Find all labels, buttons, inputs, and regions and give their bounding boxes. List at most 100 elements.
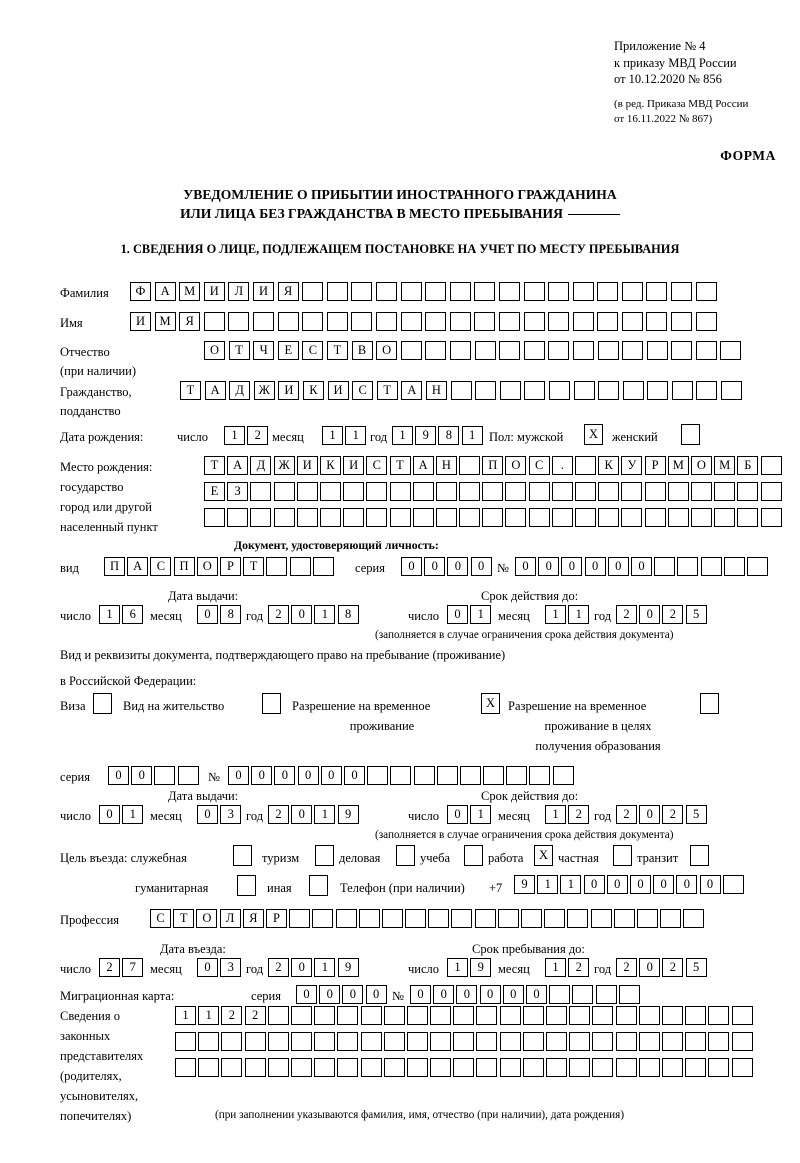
citizenship-cell-16[interactable] bbox=[548, 381, 570, 400]
permit-number-cell-8[interactable] bbox=[390, 766, 412, 785]
name-cell-12[interactable] bbox=[400, 312, 422, 331]
doc-kind-cell-6[interactable]: Р bbox=[219, 557, 241, 576]
profession-cell-22[interactable] bbox=[636, 909, 658, 928]
name-cell-1[interactable]: И bbox=[130, 312, 151, 331]
legal-rep-2-cell-13[interactable] bbox=[453, 1032, 475, 1051]
birth-place-3-cell-1[interactable] bbox=[204, 508, 225, 527]
legal-rep-1-cell-25[interactable] bbox=[731, 1006, 753, 1025]
permit-valid-day-cell-1[interactable]: 0 bbox=[447, 805, 468, 824]
patronymic-cell-2[interactable]: Т bbox=[228, 341, 250, 360]
legal-rep-3-cell-24[interactable] bbox=[708, 1058, 730, 1077]
purpose-tourism-checkbox[interactable] bbox=[315, 845, 334, 866]
entry-year-cell-2[interactable]: 0 bbox=[291, 958, 313, 977]
birth-place-1-cell-2[interactable]: А bbox=[227, 456, 249, 475]
legal-rep-3-cell-20[interactable] bbox=[615, 1058, 637, 1077]
doc-kind-cell-9[interactable] bbox=[289, 557, 311, 576]
legal-rep-3-cell-23[interactable] bbox=[685, 1058, 707, 1077]
sex-female-checkbox[interactable] bbox=[681, 424, 700, 445]
permit-number-cell-10[interactable] bbox=[436, 766, 458, 785]
birth-month-cell-2[interactable]: 1 bbox=[345, 426, 367, 445]
legal-rep-2-cell-15[interactable] bbox=[499, 1032, 521, 1051]
patronymic-cell-12[interactable] bbox=[474, 341, 496, 360]
patronymic-cell-9[interactable] bbox=[400, 341, 422, 360]
patronymic-cell-11[interactable] bbox=[449, 341, 471, 360]
permit-issue-year-cell-1[interactable]: 2 bbox=[268, 805, 289, 824]
citizenship-cell-6[interactable]: К bbox=[302, 381, 324, 400]
doc-kind-cell-4[interactable]: П bbox=[173, 557, 195, 576]
legal-rep-1-cell-9[interactable] bbox=[360, 1006, 382, 1025]
doc-number-cell-2[interactable]: 0 bbox=[538, 557, 560, 576]
purpose-business-checkbox[interactable] bbox=[396, 845, 415, 866]
migration-series-cell-4[interactable]: 0 bbox=[365, 985, 387, 1004]
profession-cell-3[interactable]: О bbox=[196, 909, 218, 928]
legal-rep-1-cell-2[interactable]: 1 bbox=[198, 1006, 220, 1025]
permit-number-cell-2[interactable]: 0 bbox=[251, 766, 273, 785]
legal-rep-2-cell-12[interactable] bbox=[430, 1032, 452, 1051]
citizenship-cell-22[interactable] bbox=[696, 381, 718, 400]
entry-month-cell-2[interactable]: 3 bbox=[220, 958, 242, 977]
name-cell-15[interactable] bbox=[474, 312, 496, 331]
legal-rep-1-cell-8[interactable] bbox=[337, 1006, 359, 1025]
stay-year-cell-4[interactable]: 5 bbox=[685, 958, 707, 977]
migration-number-cell-3[interactable]: 0 bbox=[456, 985, 478, 1004]
profession-cell-15[interactable] bbox=[474, 909, 496, 928]
migration-series-cell-2[interactable]: 0 bbox=[319, 985, 341, 1004]
name-cell-23[interactable] bbox=[671, 312, 693, 331]
birth-year-cell-2[interactable]: 9 bbox=[415, 426, 437, 445]
doc-valid-year-cell-1[interactable]: 2 bbox=[616, 605, 637, 624]
legal-rep-1-cell-12[interactable] bbox=[430, 1006, 452, 1025]
birth-place-1-cell-8[interactable]: С bbox=[366, 456, 388, 475]
phone-cell-10[interactable] bbox=[722, 875, 744, 894]
surname-cell-21[interactable] bbox=[621, 282, 643, 301]
permit-valid-year-cell-4[interactable]: 5 bbox=[685, 805, 707, 824]
name-cell-24[interactable] bbox=[695, 312, 717, 331]
profession-cell-9[interactable] bbox=[335, 909, 357, 928]
citizenship-cell-15[interactable] bbox=[524, 381, 546, 400]
temp-residence-edu-checkbox[interactable] bbox=[700, 693, 719, 714]
birth-year-cell-3[interactable]: 8 bbox=[438, 426, 460, 445]
entry-year-cell-3[interactable]: 1 bbox=[314, 958, 336, 977]
stay-year-cell-3[interactable]: 2 bbox=[662, 958, 684, 977]
doc-issue-year-cell-4[interactable]: 8 bbox=[337, 605, 359, 624]
doc-kind-cell-8[interactable] bbox=[266, 557, 288, 576]
birth-place-2-cell-17[interactable] bbox=[575, 482, 596, 501]
legal-rep-3-cell-1[interactable] bbox=[175, 1058, 196, 1077]
surname-cell-7[interactable]: Я bbox=[277, 282, 299, 301]
legal-rep-row-2-cells[interactable] bbox=[175, 1032, 755, 1051]
phone-cell-2[interactable]: 1 bbox=[537, 875, 559, 894]
birth-place-2-cell-16[interactable] bbox=[551, 482, 573, 501]
permit-number-cell-13[interactable] bbox=[506, 766, 528, 785]
legal-rep-2-cell-17[interactable] bbox=[546, 1032, 567, 1051]
citizenship-cell-3[interactable]: Д bbox=[229, 381, 251, 400]
doc-number-cell-3[interactable]: 0 bbox=[561, 557, 583, 576]
migration-number-cell-5[interactable]: 0 bbox=[502, 985, 524, 1004]
birth-place-1-cell-18[interactable]: К bbox=[598, 456, 620, 475]
migration-series-cell-3[interactable]: 0 bbox=[342, 985, 364, 1004]
doc-number-cell-5[interactable]: 0 bbox=[607, 557, 629, 576]
purpose-humanitarian-checkbox[interactable] bbox=[237, 875, 256, 896]
legal-rep-2-cell-18[interactable] bbox=[569, 1032, 591, 1051]
doc-number-cell-7[interactable] bbox=[654, 557, 676, 576]
patronymic-cell-22[interactable] bbox=[720, 341, 742, 360]
citizenship-cell-5[interactable]: И bbox=[278, 381, 300, 400]
legal-rep-1-cell-5[interactable] bbox=[267, 1006, 289, 1025]
legal-rep-2-cell-25[interactable] bbox=[731, 1032, 753, 1051]
birth-place-1-cell-19[interactable]: У bbox=[621, 456, 643, 475]
legal-rep-3-cell-13[interactable] bbox=[453, 1058, 475, 1077]
birth-place-2-cell-18[interactable] bbox=[598, 482, 620, 501]
legal-rep-2-cell-8[interactable] bbox=[337, 1032, 359, 1051]
legal-rep-3-cell-21[interactable] bbox=[638, 1058, 660, 1077]
surname-cell-1[interactable]: Ф bbox=[130, 282, 151, 301]
permit-number-cell-7[interactable] bbox=[367, 766, 389, 785]
